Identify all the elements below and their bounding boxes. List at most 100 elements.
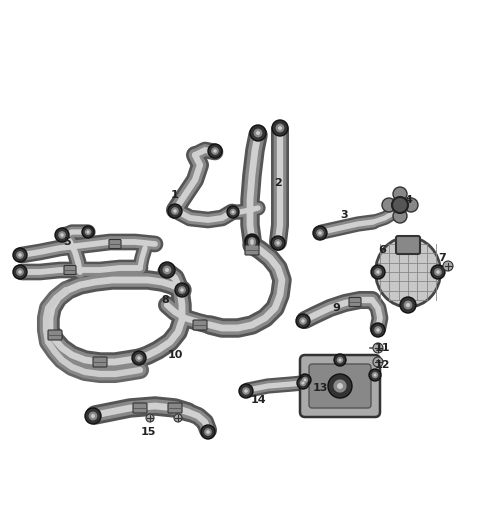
Circle shape [244, 389, 248, 393]
Circle shape [55, 228, 69, 242]
Circle shape [163, 266, 171, 274]
Circle shape [137, 356, 141, 360]
Text: 15: 15 [140, 427, 156, 437]
Circle shape [206, 430, 210, 434]
Circle shape [278, 126, 282, 130]
Circle shape [211, 147, 219, 155]
Circle shape [132, 351, 146, 365]
Text: 1: 1 [171, 190, 179, 200]
Circle shape [297, 377, 309, 389]
Circle shape [135, 354, 143, 362]
Circle shape [85, 408, 101, 424]
Circle shape [318, 231, 322, 234]
Circle shape [334, 379, 347, 393]
Circle shape [274, 239, 282, 247]
Circle shape [303, 378, 307, 381]
FancyBboxPatch shape [300, 355, 380, 417]
Circle shape [302, 377, 308, 383]
Text: 13: 13 [312, 383, 328, 393]
Text: 9: 9 [332, 303, 340, 313]
Circle shape [204, 428, 212, 436]
Circle shape [374, 268, 382, 276]
Circle shape [301, 381, 304, 385]
Circle shape [18, 253, 22, 257]
Circle shape [60, 233, 64, 237]
Circle shape [406, 303, 410, 307]
Circle shape [336, 357, 343, 364]
Text: 2: 2 [274, 178, 282, 188]
Circle shape [443, 261, 453, 271]
FancyBboxPatch shape [168, 403, 182, 413]
Circle shape [250, 241, 254, 245]
Circle shape [373, 357, 383, 367]
Circle shape [404, 301, 412, 309]
Circle shape [168, 204, 182, 218]
Circle shape [392, 197, 408, 213]
Circle shape [16, 251, 24, 259]
Circle shape [276, 123, 284, 133]
Circle shape [272, 120, 288, 136]
FancyBboxPatch shape [349, 297, 361, 307]
Text: 8: 8 [161, 295, 169, 305]
Circle shape [300, 380, 306, 386]
Circle shape [434, 268, 442, 276]
Circle shape [373, 373, 376, 376]
Circle shape [231, 210, 235, 214]
Circle shape [371, 265, 385, 279]
Circle shape [89, 412, 97, 420]
Text: 10: 10 [168, 350, 183, 360]
Text: 7: 7 [438, 253, 446, 263]
Circle shape [371, 323, 385, 337]
Circle shape [313, 226, 327, 240]
FancyBboxPatch shape [109, 240, 121, 248]
Circle shape [382, 198, 396, 212]
FancyBboxPatch shape [396, 236, 420, 254]
Circle shape [165, 268, 169, 272]
FancyBboxPatch shape [93, 357, 107, 367]
Circle shape [18, 270, 22, 274]
FancyBboxPatch shape [245, 245, 259, 255]
Circle shape [201, 425, 215, 439]
Circle shape [239, 384, 253, 398]
Text: 4: 4 [404, 195, 412, 205]
Circle shape [299, 317, 307, 325]
Text: 12: 12 [374, 360, 390, 370]
FancyBboxPatch shape [64, 266, 76, 274]
Circle shape [431, 265, 445, 279]
Circle shape [276, 241, 280, 245]
Circle shape [404, 198, 418, 212]
Text: 14: 14 [250, 395, 266, 405]
Circle shape [84, 229, 91, 236]
Circle shape [338, 358, 341, 361]
Circle shape [299, 374, 311, 386]
Circle shape [372, 372, 378, 378]
Circle shape [376, 270, 380, 274]
FancyBboxPatch shape [193, 320, 207, 330]
Text: 11: 11 [374, 343, 390, 353]
Circle shape [171, 207, 179, 215]
Circle shape [159, 262, 175, 278]
Circle shape [245, 234, 259, 248]
Circle shape [250, 239, 254, 243]
Circle shape [208, 144, 222, 158]
FancyBboxPatch shape [309, 364, 371, 408]
Circle shape [376, 328, 380, 332]
Circle shape [227, 206, 239, 218]
Circle shape [256, 131, 260, 135]
Circle shape [242, 387, 250, 395]
Circle shape [82, 226, 94, 238]
Circle shape [316, 229, 324, 237]
Circle shape [337, 383, 343, 389]
Circle shape [13, 265, 27, 279]
Circle shape [393, 209, 407, 223]
FancyBboxPatch shape [48, 330, 62, 340]
Circle shape [248, 237, 256, 245]
Circle shape [58, 231, 66, 239]
Circle shape [180, 288, 184, 292]
Circle shape [369, 369, 381, 381]
Circle shape [86, 230, 89, 233]
Circle shape [393, 187, 407, 201]
Circle shape [13, 248, 27, 262]
Circle shape [334, 354, 346, 366]
Circle shape [328, 374, 352, 398]
